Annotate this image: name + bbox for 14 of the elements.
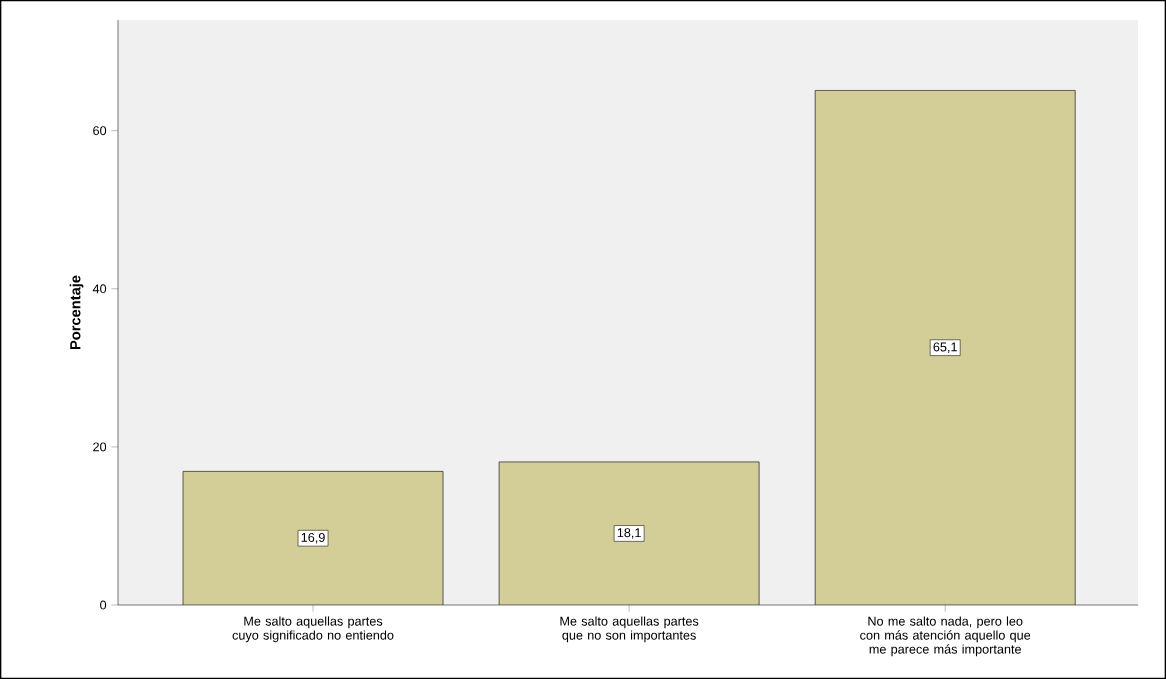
- bar: [814, 89, 1076, 605]
- y-tick-label: 20: [93, 442, 107, 452]
- y-tick-label: 40: [92, 284, 107, 294]
- data-label: 16,9: [301, 532, 325, 544]
- bar: [182, 471, 444, 605]
- bar: [498, 461, 760, 605]
- data-label: 18,1: [617, 528, 641, 539]
- x-tick-label: Me salto aquellas partes cuyo significado no entiendo: [232, 616, 394, 643]
- x-tick-label: Me salto aquellas partes que no son importantes: [560, 616, 699, 643]
- y-tick-label: 60: [93, 126, 107, 136]
- x-tick-label: No me salto nada, pero leo con más atención aquello que me parece más importante: [860, 616, 1031, 657]
- y-tick-label: 0: [100, 600, 107, 610]
- y-axis-title: Porcentaje: [69, 275, 84, 350]
- data-label: 65,1: [933, 342, 957, 353]
